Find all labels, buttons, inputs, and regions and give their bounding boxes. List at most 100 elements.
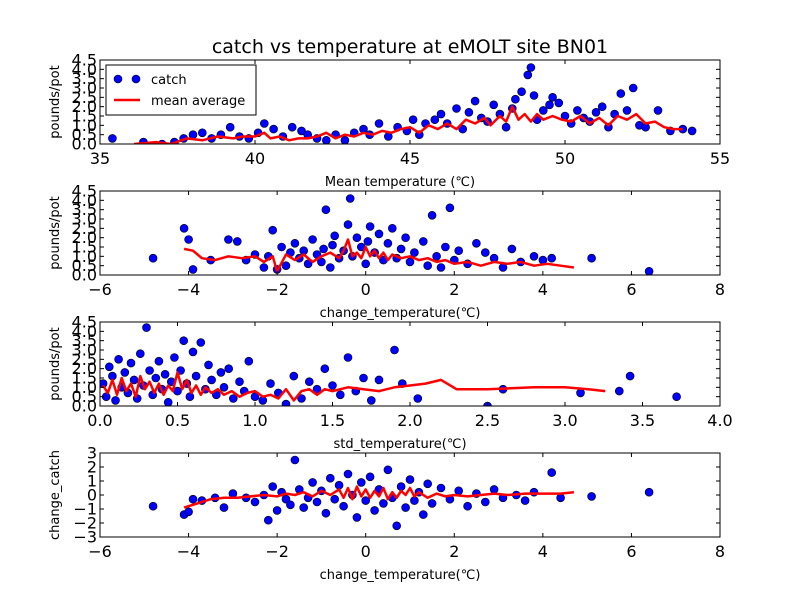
data-point-catch — [672, 392, 681, 402]
subplot-3: 0.0 0.5 1.0 1.5 2.0 2.5 3.0 3.5 4.00.00.51.01.52… — [48, 313, 733, 453]
data-point-catch — [272, 506, 282, 515]
data-point-catch — [224, 364, 233, 374]
data-point-catch — [228, 489, 238, 498]
data-point-catch — [290, 239, 300, 248]
data-point-catch — [188, 265, 198, 274]
y-tick-label: 1.0 — [72, 247, 97, 266]
data-point-catch — [480, 248, 490, 257]
data-point-catch — [224, 235, 233, 244]
y-tick-label: 2.0 — [72, 97, 97, 116]
data-point-catch — [343, 469, 353, 479]
data-point-catch — [268, 482, 278, 491]
data-point-catch — [303, 259, 313, 269]
data-point-catch — [454, 486, 464, 496]
x-tick-label: 4 — [538, 280, 548, 299]
data-point-catch — [538, 106, 548, 115]
mean-average-line — [183, 238, 575, 273]
data-point-catch — [396, 244, 406, 254]
data-point-catch — [363, 237, 373, 246]
data-point-catch — [405, 257, 415, 267]
legend-marker-catch — [131, 74, 141, 84]
data-point-catch — [322, 136, 331, 144]
data-point-catch — [308, 235, 317, 244]
data-point-catch — [452, 104, 461, 113]
data-point-catch — [225, 122, 235, 132]
x-tick-label: 6 — [626, 280, 636, 299]
x-tick-label: −4 — [177, 542, 201, 561]
data-point-catch — [148, 253, 158, 263]
data-point-catch — [687, 126, 697, 136]
y-tick-label: 2.0 — [72, 228, 97, 247]
y-tick-label: 3.5 — [72, 200, 97, 219]
y-axis-label: pounds/pot — [48, 65, 63, 138]
data-point-catch — [501, 122, 511, 132]
data-point-catch — [299, 503, 309, 512]
y-tick-label: 4.5 — [72, 313, 97, 332]
y-tick-label: 2 — [87, 458, 97, 477]
data-point-catch — [472, 239, 481, 248]
data-point-catch — [343, 220, 353, 229]
data-point-catch — [587, 253, 596, 263]
data-point-catch — [379, 499, 388, 508]
data-point-catch — [441, 242, 450, 252]
y-axis-label: change_catch — [48, 450, 63, 540]
figure-title: catch vs temperature at eMOLT site BN01 — [212, 36, 608, 58]
data-point-catch — [597, 102, 607, 111]
data-point-catch — [151, 373, 161, 383]
data-point-catch — [361, 259, 371, 269]
data-point-catch — [427, 211, 437, 220]
data-point-catch — [184, 235, 193, 244]
data-point-catch — [392, 521, 402, 531]
data-point-catch — [289, 371, 299, 381]
y-tick-label: 4.0 — [72, 191, 97, 210]
data-point-catch — [330, 231, 340, 241]
x-tick-label: 0.0 — [87, 411, 112, 430]
data-point-catch — [511, 94, 520, 104]
data-point-catch — [507, 244, 517, 254]
y-tick-label: −3 — [73, 528, 97, 547]
data-point-catch — [335, 390, 345, 400]
data-point-catch — [436, 483, 446, 493]
data-point-catch — [345, 194, 355, 203]
data-point-catch — [290, 455, 300, 465]
data-point-catch — [204, 360, 213, 370]
data-point-catch — [436, 263, 446, 272]
data-point-catch — [196, 338, 206, 347]
legend-marker-catch — [113, 74, 123, 84]
data-point-catch — [427, 499, 437, 508]
data-point-catch — [556, 493, 565, 503]
x-tick-label: 2.0 — [397, 411, 422, 430]
y-tick-label: 3.5 — [72, 69, 97, 88]
data-point-catch — [319, 244, 328, 254]
data-point-catch — [520, 496, 530, 505]
subplots: 35 40 45 50 550.00.51.01.52.02.53.03.54.04.5… — [48, 51, 733, 584]
data-point-catch — [233, 237, 242, 246]
x-tick-label: 55 — [710, 149, 730, 168]
data-point-catch — [423, 261, 433, 271]
data-point-catch — [432, 251, 441, 261]
legend: catch mean average — [105, 64, 257, 116]
data-point-catch — [325, 263, 335, 272]
data-point-catch — [545, 100, 554, 110]
data-point-catch — [334, 480, 344, 490]
data-point-catch — [207, 375, 216, 385]
x-tick-label: −4 — [177, 280, 201, 299]
data-point-catch — [304, 377, 314, 387]
data-point-catch — [281, 261, 291, 271]
y-tick-label: 0 — [87, 486, 97, 505]
y-tick-label: 3.5 — [72, 331, 97, 350]
data-point-catch — [529, 251, 539, 261]
data-point-catch — [297, 126, 306, 136]
x-tick-label: −2 — [265, 542, 289, 561]
data-point-catch — [179, 336, 188, 346]
data-point-catch — [352, 233, 362, 242]
data-point-catch — [343, 353, 353, 362]
data-point-catch — [430, 115, 440, 124]
data-point-catch — [405, 475, 415, 484]
data-point-catch — [529, 91, 539, 100]
x-tick-label: 3.5 — [630, 411, 655, 430]
data-point-catch — [576, 388, 585, 398]
data-point-catch — [365, 222, 375, 231]
data-point-catch — [136, 349, 145, 359]
